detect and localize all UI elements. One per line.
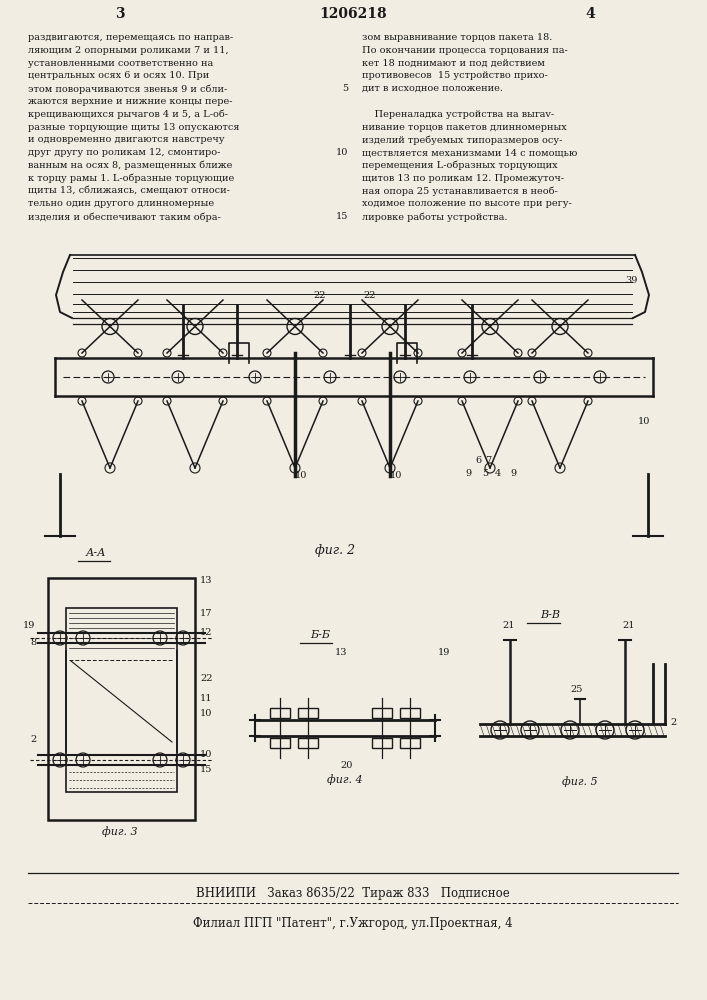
Text: кет 18 поднимают и под действием: кет 18 поднимают и под действием	[362, 59, 545, 68]
Text: Переналадка устройства на выrav-: Переналадка устройства на выrav-	[362, 110, 554, 119]
Text: нивание торцов пакетов длинномерных: нивание торцов пакетов длинномерных	[362, 123, 567, 132]
Text: 13: 13	[335, 648, 348, 657]
Text: 22: 22	[200, 674, 213, 683]
Text: щитов 13 по роликам 12. Промежуточ-: щитов 13 по роликам 12. Промежуточ-	[362, 174, 564, 183]
Text: 10: 10	[200, 750, 212, 759]
Text: 5: 5	[342, 84, 348, 93]
Text: 11: 11	[200, 694, 213, 703]
Text: 17: 17	[200, 609, 213, 618]
Text: ВНИИПИ   Заказ 8635/22  Тираж 833   Подписное: ВНИИПИ Заказ 8635/22 Тираж 833 Подписное	[196, 887, 510, 900]
Text: 4: 4	[585, 7, 595, 21]
Text: разные торцующие щиты 13 опускаются: разные торцующие щиты 13 опускаются	[28, 123, 240, 132]
Text: центральных осях 6 и осях 10. При: центральных осях 6 и осях 10. При	[28, 71, 209, 80]
Text: 39: 39	[625, 276, 638, 285]
Text: фиг. 5: фиг. 5	[562, 776, 598, 787]
Bar	[270, 738, 290, 748]
Bar	[400, 738, 420, 748]
Bar	[372, 708, 392, 718]
Text: изделий требуемых типоразмеров осу-: изделий требуемых типоразмеров осу-	[362, 135, 562, 145]
Bar	[66, 608, 177, 792]
Text: крещивающихся рычагов 4 и 5, а L-об-: крещивающихся рычагов 4 и 5, а L-об-	[28, 110, 228, 119]
Text: 1206218: 1206218	[319, 7, 387, 21]
Text: ходимое положение по высоте при регу-: ходимое положение по высоте при регу-	[362, 199, 572, 208]
Text: установленными соответственно на: установленными соответственно на	[28, 59, 214, 68]
Text: Б-Б: Б-Б	[310, 630, 330, 640]
Text: фиг. 2: фиг. 2	[315, 544, 355, 557]
Text: друг другу по роликам 12, смонтиро-: друг другу по роликам 12, смонтиро-	[28, 148, 221, 157]
Text: 19: 19	[438, 648, 450, 657]
Text: 10: 10	[295, 471, 308, 480]
Text: ная опора 25 устанавливается в необ-: ная опора 25 устанавливается в необ-	[362, 187, 558, 196]
Text: 3: 3	[115, 7, 125, 21]
Text: ляющим 2 опорными роликами 7 и 11,: ляющим 2 опорными роликами 7 и 11,	[28, 46, 228, 55]
Text: ванным на осях 8, размещенных ближе: ванным на осях 8, размещенных ближе	[28, 161, 233, 170]
Text: 13: 13	[200, 576, 213, 585]
Text: По окончании процесса торцования па-: По окончании процесса торцования па-	[362, 46, 568, 55]
Text: 15: 15	[336, 212, 348, 221]
Bar	[298, 708, 318, 718]
Text: 10: 10	[336, 148, 348, 157]
Bar	[372, 738, 392, 748]
Text: дит в исходное положение.: дит в исходное положение.	[362, 84, 503, 93]
Text: 12: 12	[200, 628, 213, 637]
Text: 9: 9	[465, 469, 471, 478]
Text: противовесов  15 устройство прихо-: противовесов 15 устройство прихо-	[362, 71, 548, 80]
Text: 2: 2	[670, 718, 677, 727]
Bar	[298, 738, 318, 748]
Text: ществляется механизмами 14 с помощью: ществляется механизмами 14 с помощью	[362, 148, 578, 157]
Text: 10: 10	[200, 709, 212, 718]
Text: 20: 20	[340, 761, 352, 770]
Text: 4: 4	[495, 469, 501, 478]
Text: Филиал ПГП "Патент", г.Ужгород, ул.Проектная, 4: Филиал ПГП "Патент", г.Ужгород, ул.Проек…	[193, 917, 513, 930]
Text: 2: 2	[30, 735, 36, 744]
Text: 21: 21	[502, 621, 515, 630]
Text: 22: 22	[313, 291, 325, 300]
Text: 19: 19	[23, 621, 35, 630]
Text: 10: 10	[638, 417, 650, 426]
Text: тельно один другого длинномерные: тельно один другого длинномерные	[28, 199, 214, 208]
Text: к торцу рамы 1. L-образные торцующие: к торцу рамы 1. L-образные торцующие	[28, 174, 234, 183]
Text: и одновременно двигаются навстречу: и одновременно двигаются навстречу	[28, 135, 225, 144]
Text: раздвигаются, перемещаясь по направ-: раздвигаются, перемещаясь по направ-	[28, 33, 233, 42]
Bar	[400, 708, 420, 718]
Text: 9: 9	[510, 469, 516, 478]
Text: 6: 6	[475, 456, 481, 465]
Text: лировке работы устройства.: лировке работы устройства.	[362, 212, 508, 222]
Bar	[270, 708, 290, 718]
Text: щиты 13, сближаясь, смещают относи-: щиты 13, сближаясь, смещают относи-	[28, 187, 230, 196]
Text: 10: 10	[390, 471, 402, 480]
Text: 21: 21	[622, 621, 634, 630]
Text: 5: 5	[482, 469, 488, 478]
Text: 15: 15	[200, 765, 212, 774]
Text: 7: 7	[485, 456, 491, 465]
Text: А-А: А-А	[86, 548, 107, 558]
Text: этом поворачиваются звенья 9 и сбли-: этом поворачиваются звенья 9 и сбли-	[28, 84, 227, 94]
Text: перемещения L-образных торцующих: перемещения L-образных торцующих	[362, 161, 558, 170]
Bar	[48, 578, 195, 820]
Text: 8: 8	[30, 638, 36, 647]
Text: зом выравнивание торцов пакета 18.: зом выравнивание торцов пакета 18.	[362, 33, 552, 42]
Text: изделия и обеспечивают таким обра-: изделия и обеспечивают таким обра-	[28, 212, 221, 222]
Text: фиг. 3: фиг. 3	[103, 826, 138, 837]
Text: 25: 25	[570, 685, 583, 694]
Text: 22: 22	[363, 291, 375, 300]
Text: В-В: В-В	[540, 610, 560, 620]
Text: фиг. 4: фиг. 4	[327, 774, 363, 785]
Text: жаются верхние и нижние концы пере-: жаются верхние и нижние концы пере-	[28, 97, 233, 106]
